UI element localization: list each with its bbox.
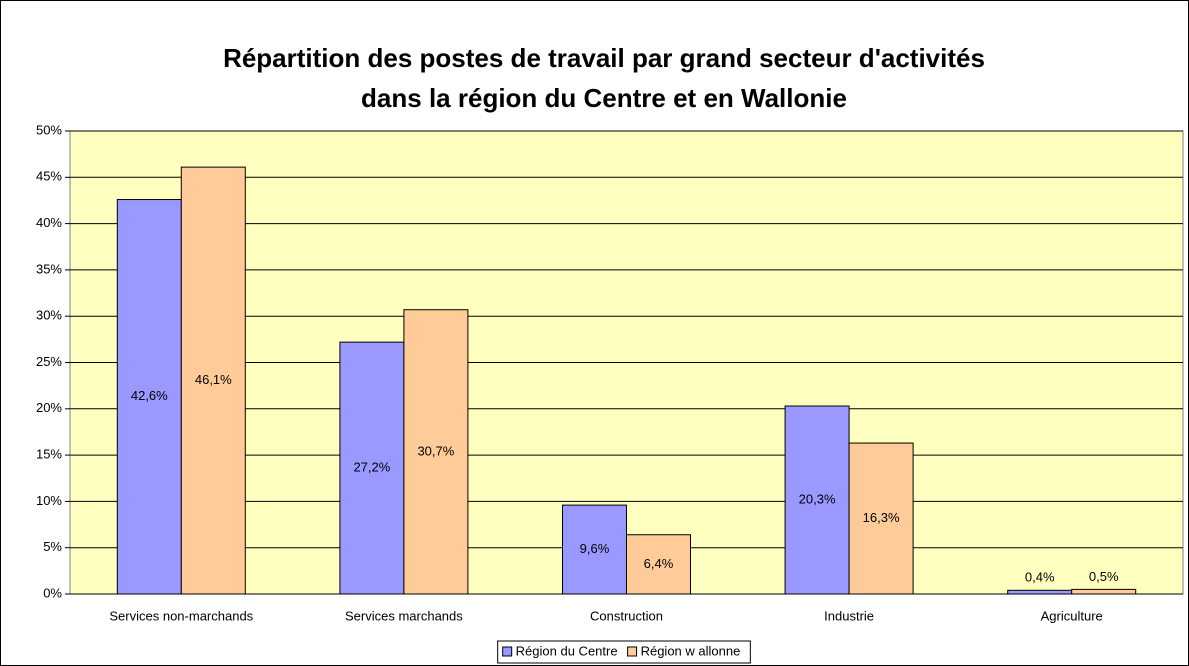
y-tick-label: 10% [36,493,62,508]
value-label: 6,4% [644,556,674,571]
y-tick-label: 30% [36,308,62,323]
bar [626,534,691,595]
y-tick-label: 45% [36,169,62,184]
value-label: 42,6% [131,388,168,403]
y-tick-label: 15% [36,447,62,462]
bar [339,341,405,595]
legend-label: Région du Centre [516,643,618,658]
x-tick-label: Services marchands [345,608,463,623]
x-tick-label: Construction [590,608,663,623]
y-tick-label: 20% [36,400,62,415]
bar [403,309,469,595]
value-label: 46,1% [195,372,232,387]
y-tick-label: 40% [36,215,62,230]
value-label: 20,3% [799,491,836,506]
y-tick-label: 0% [43,585,62,600]
value-label: 0,5% [1089,569,1119,584]
y-tick-label: 5% [43,539,62,554]
value-label: 16,3% [863,510,900,525]
legend-swatch [502,646,513,657]
y-tick-label: 25% [36,354,62,369]
bar [562,504,627,595]
x-tick-label: Services non-marchands [109,608,253,623]
legend-label: Région w allonne [641,643,741,658]
y-tick-label: 50% [36,122,62,137]
value-label: 27,2% [353,460,390,475]
value-label: 9,6% [580,541,610,556]
value-label: 0,4% [1025,570,1055,585]
bar [848,442,914,595]
x-tick-label: Industrie [824,608,874,623]
legend [497,640,751,664]
chart-title: Répartition des postes de travail par gr… [223,43,985,73]
bar [1071,588,1137,595]
legend-swatch [627,646,638,657]
x-tick-label: Agriculture [1041,608,1103,623]
value-label: 30,7% [417,443,454,458]
chart-title: dans la région du Centre et en Wallonie [361,83,847,113]
bar [1007,589,1073,595]
bar [180,166,246,595]
bar [116,199,182,595]
y-tick-label: 35% [36,261,62,276]
